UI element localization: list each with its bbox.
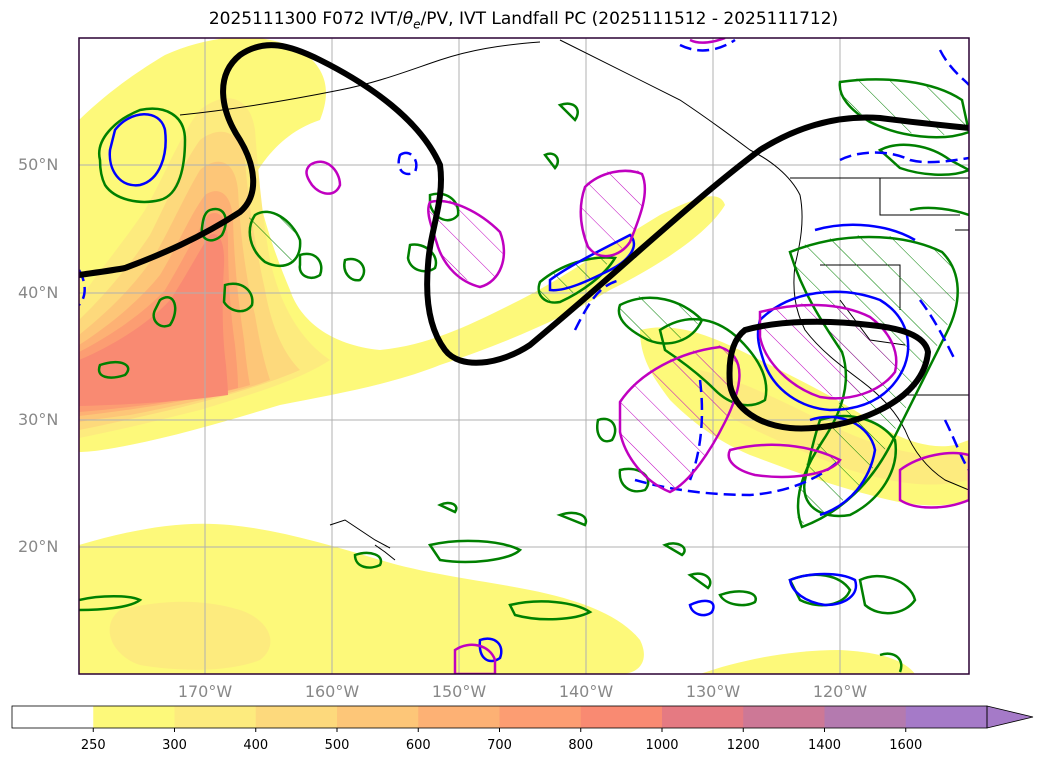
colorbar-tick-label: 800	[568, 738, 594, 753]
colorbar-segment	[12, 706, 94, 728]
theta-e-contours	[108, 113, 916, 663]
colorbar-segment	[499, 706, 582, 728]
map-frame	[78, 37, 970, 675]
map-layers	[79, 38, 969, 674]
colorbar-tick-label: 1200	[726, 738, 760, 753]
theta-e-contours-dashed	[79, 38, 969, 497]
colorbar	[11, 705, 1034, 732]
lon-label-130w: 130°W	[685, 682, 741, 701]
lat-label-20: 20°N	[18, 537, 59, 556]
ivt-fill-subtropics-inner	[109, 601, 271, 670]
colorbar-segment	[337, 706, 419, 728]
geopotential-contour	[79, 42, 969, 432]
chart-title: 2025111300 F072 IVT/θe/PV, IVT Landfall …	[208, 9, 839, 32]
colorbar-tick-label: 400	[243, 738, 269, 753]
colorbar-segment	[662, 706, 744, 728]
colorbar-segment	[824, 706, 907, 728]
colorbar-segment	[418, 706, 500, 728]
colorbar-tick-label: 1000	[645, 738, 679, 753]
colorbar-tick-label: 600	[405, 738, 431, 753]
lat-label-40: 40°N	[18, 283, 59, 302]
lon-label-150w: 150°W	[431, 682, 487, 701]
colorbar-tick-label: 700	[487, 738, 512, 753]
colorbar-segment	[174, 706, 257, 728]
colorbar-tick-label: 1600	[889, 738, 923, 753]
lon-label-140w: 140°W	[558, 682, 614, 701]
pv-contours	[79, 78, 969, 673]
lat-label-50: 50°N	[18, 155, 59, 174]
colorbar-segment	[255, 706, 338, 728]
colorbar-tick-label: 1400	[807, 738, 842, 753]
colorbar-tick-label: 250	[80, 738, 106, 753]
lon-label-120w: 120°W	[812, 682, 868, 701]
colorbar-extend-arrow	[986, 705, 1034, 729]
colorbar-segment	[743, 706, 825, 728]
colorbar-segment	[905, 706, 988, 728]
colorbar-segment	[580, 706, 663, 728]
colorbar-tick-label: 300	[162, 738, 187, 753]
colorbar-segment	[93, 706, 175, 728]
lon-label-160w: 160°W	[304, 682, 360, 701]
lat-label-30: 30°N	[18, 410, 59, 429]
ivt-fill-southeast	[700, 650, 915, 674]
lon-label-170w: 170°W	[177, 682, 233, 701]
colorbar-tick-label: 500	[324, 738, 350, 753]
